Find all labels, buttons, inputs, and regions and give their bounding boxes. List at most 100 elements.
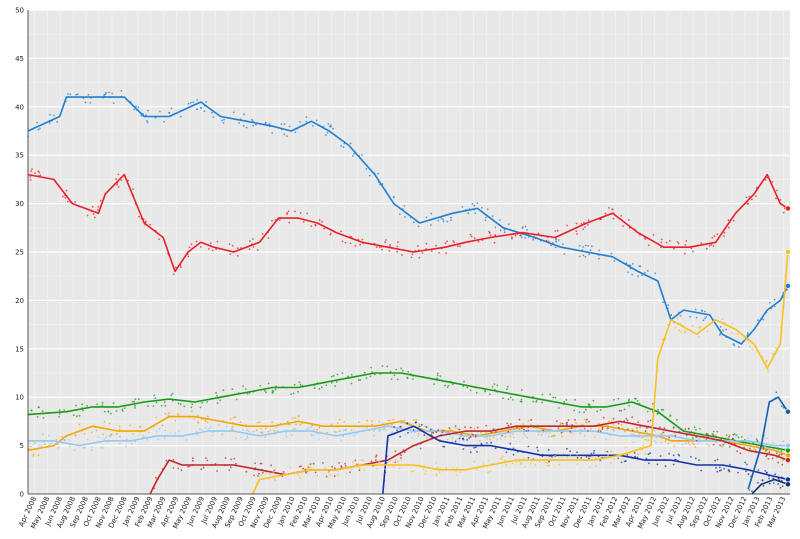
poll-point xyxy=(583,411,585,414)
poll-point xyxy=(299,212,302,214)
poll-point xyxy=(32,443,35,446)
poll-point xyxy=(190,406,193,409)
poll-point xyxy=(371,423,373,426)
poll-point xyxy=(629,429,631,431)
poll-point xyxy=(487,459,490,462)
end-marker xyxy=(785,249,791,255)
poll-point xyxy=(238,122,240,124)
poll-point xyxy=(154,397,157,400)
poll-point xyxy=(299,476,302,479)
poll-point xyxy=(644,452,647,455)
poll-point xyxy=(387,419,390,422)
poll-point xyxy=(781,485,784,487)
poll-point xyxy=(719,444,721,447)
poll-point xyxy=(483,436,486,439)
poll-point xyxy=(728,435,731,438)
poll-point xyxy=(523,428,525,431)
poll-point xyxy=(447,384,450,387)
poll-point xyxy=(503,231,506,234)
poll-point xyxy=(169,432,172,434)
poll-point xyxy=(582,228,585,231)
poll-point xyxy=(117,173,120,176)
trend-line xyxy=(149,420,789,495)
poll-point xyxy=(582,254,585,257)
poll-point xyxy=(537,433,540,436)
poll-point xyxy=(701,310,704,312)
poll-point xyxy=(292,417,294,419)
poll-point xyxy=(536,446,539,449)
poll-point xyxy=(694,446,697,449)
poll-point xyxy=(435,474,438,477)
poll-point xyxy=(244,388,247,390)
poll-point xyxy=(518,418,521,421)
poll-point xyxy=(344,465,347,467)
poll-point xyxy=(325,384,328,387)
poll-point xyxy=(519,400,522,403)
end-marker xyxy=(785,282,791,289)
poll-point xyxy=(217,424,220,427)
poll-point xyxy=(108,422,111,425)
poll-point xyxy=(636,427,639,429)
poll-point xyxy=(275,426,278,429)
poll-point xyxy=(410,470,413,473)
poll-point xyxy=(373,430,375,432)
poll-point xyxy=(762,446,765,449)
poll-point xyxy=(36,121,39,124)
poll-point xyxy=(102,433,105,436)
poll-point xyxy=(469,389,472,392)
poll-point xyxy=(246,429,248,431)
poll-point xyxy=(723,235,725,238)
poll-point xyxy=(575,222,578,225)
poll-point xyxy=(316,474,319,477)
poll-point xyxy=(574,418,576,421)
poll-point xyxy=(683,252,686,255)
poll-point xyxy=(740,436,743,438)
poll-point xyxy=(687,441,690,444)
poll-point xyxy=(591,245,593,248)
poll-point xyxy=(646,270,649,272)
poll-point xyxy=(78,414,81,417)
poll-point xyxy=(547,456,550,459)
poll-point xyxy=(454,425,457,427)
poll-point xyxy=(133,400,136,403)
poll-point xyxy=(766,471,768,474)
y-tick-label: 35 xyxy=(15,152,24,160)
poll-point xyxy=(404,433,407,436)
poll-point xyxy=(48,122,51,124)
poll-point xyxy=(190,243,193,246)
poll-point xyxy=(569,430,571,433)
poll-point xyxy=(97,205,100,208)
poll-point xyxy=(385,239,387,241)
poll-point xyxy=(137,398,140,401)
poll-point xyxy=(297,390,299,393)
poll-point xyxy=(527,429,530,432)
poll-point xyxy=(567,419,570,421)
poll-point xyxy=(598,257,600,260)
poll-point xyxy=(501,434,503,437)
poll-point xyxy=(593,449,596,452)
poll-point xyxy=(183,405,186,408)
poll-point xyxy=(338,462,340,464)
poll-point xyxy=(302,467,304,470)
poll-point xyxy=(170,394,173,397)
poll-point xyxy=(612,423,615,426)
poll-point xyxy=(81,403,84,406)
poll-point xyxy=(185,439,188,442)
poll-point xyxy=(506,422,509,425)
poll-point xyxy=(283,123,286,126)
poll-point xyxy=(668,239,671,242)
y-tick-label: 0 xyxy=(20,491,24,499)
poll-point xyxy=(177,414,180,416)
poll-point xyxy=(547,240,550,243)
grid xyxy=(28,9,790,494)
poll-point xyxy=(534,464,536,467)
poll-point xyxy=(135,105,137,108)
poll-point xyxy=(646,410,649,413)
poll-point xyxy=(187,255,190,258)
poll-point xyxy=(246,392,249,395)
poll-point xyxy=(461,206,464,208)
poll-point xyxy=(326,437,329,439)
poll-point xyxy=(757,481,759,484)
poll-point xyxy=(67,93,69,95)
poll-point xyxy=(193,418,196,420)
